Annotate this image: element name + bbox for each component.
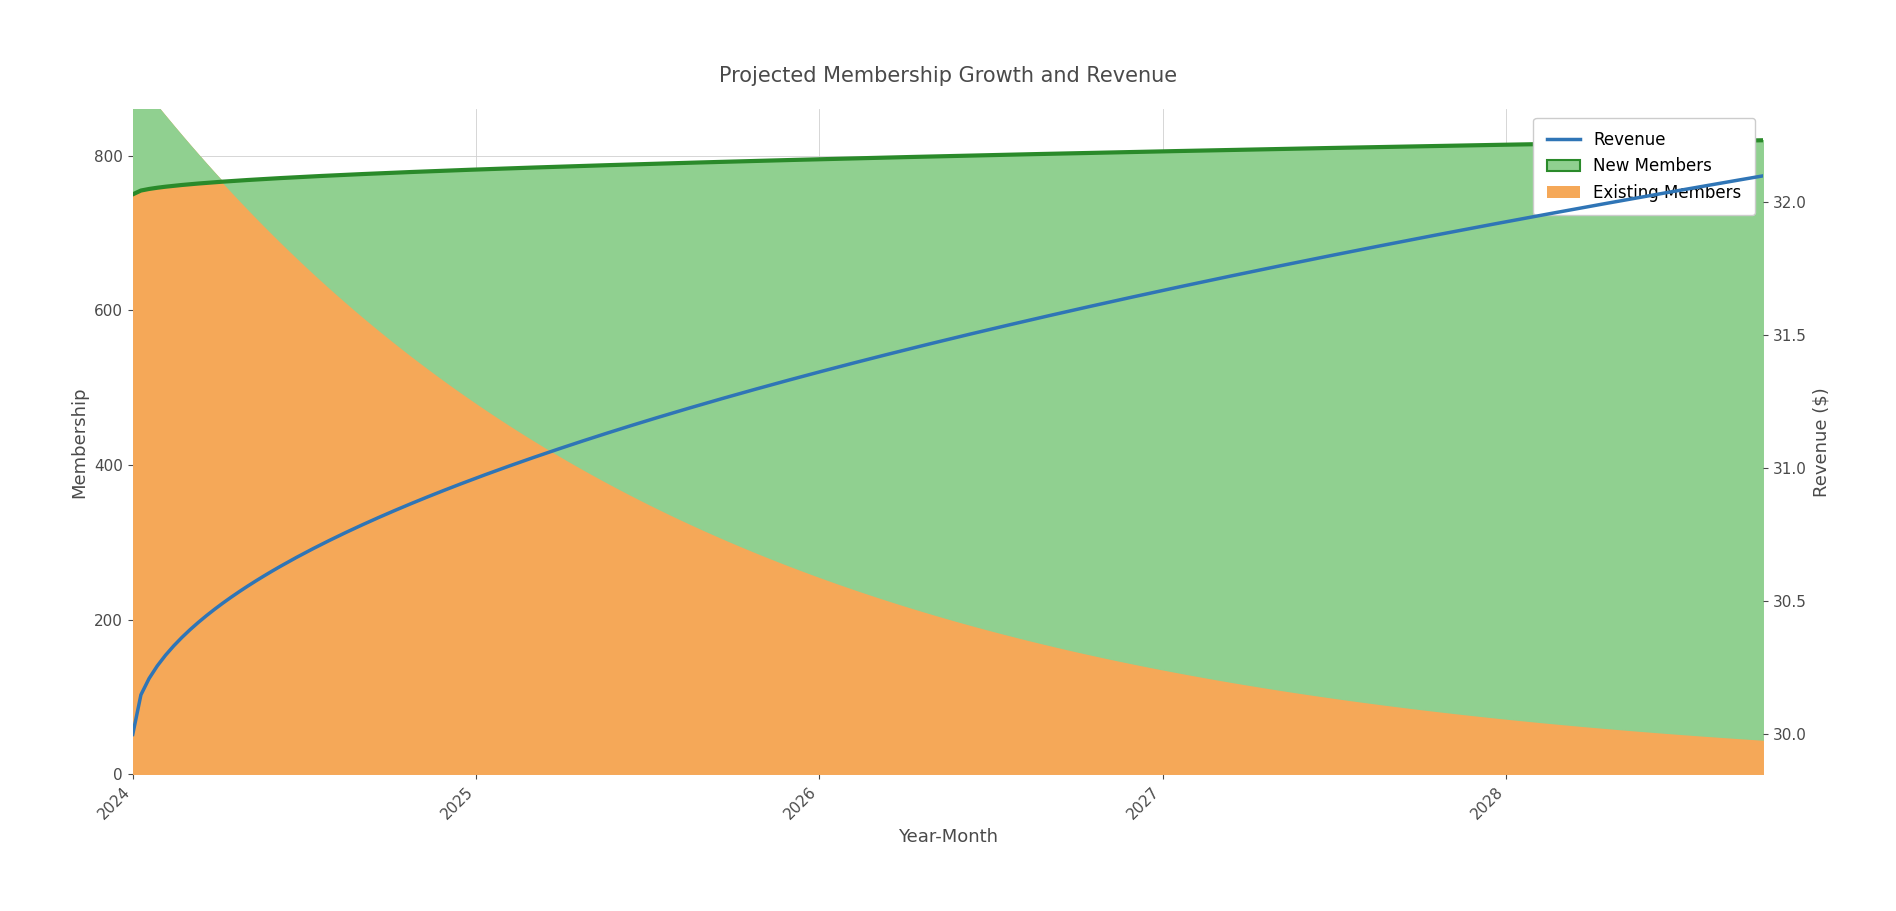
Title: Projected Membership Growth and Revenue: Projected Membership Growth and Revenue <box>719 66 1177 86</box>
Y-axis label: Revenue ($): Revenue ($) <box>1813 387 1830 496</box>
X-axis label: Year-Month: Year-Month <box>899 827 997 845</box>
Y-axis label: Membership: Membership <box>70 386 89 497</box>
Legend: Revenue, New Members, Existing Members: Revenue, New Members, Existing Members <box>1534 118 1756 215</box>
